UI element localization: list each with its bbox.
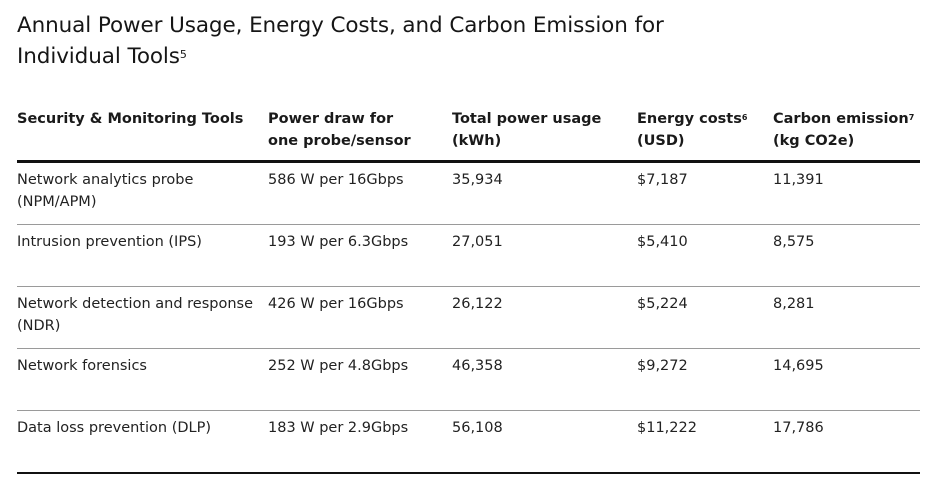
cell-tool: Network forensics	[17, 358, 147, 374]
title-footnote: 5	[179, 48, 187, 61]
page-title: Annual Power Usage, Energy Costs, and Ca…	[17, 10, 717, 72]
cell-tool: Intrusion prevention (IPS)	[17, 234, 202, 250]
cell-power-draw: 193 W per 6.3Gbps	[268, 234, 409, 250]
header-carbon-emission-unit: (kg CO2e)	[773, 133, 855, 149]
header-energy-costs-unit: (USD)	[637, 133, 685, 149]
cell-carbon-emission: 11,391	[773, 172, 824, 188]
header-energy-costs-footnote: 6	[741, 113, 748, 122]
header-energy-costs: Energy costs6 (USD)	[637, 108, 767, 152]
cell-energy-costs: $5,410	[637, 234, 688, 250]
cell-total-power: 46,358	[452, 358, 503, 374]
table-header: Security & Monitoring Tools Power draw f…	[17, 108, 920, 163]
header-total-power: Total power usage (kWh)	[452, 111, 602, 149]
header-carbon-emission-label: Carbon emission	[773, 111, 909, 127]
cell-total-power: 26,122	[452, 296, 503, 312]
title-text: Annual Power Usage, Energy Costs, and Ca…	[17, 13, 664, 69]
cell-tool: Network analytics probe (NPM/APM)	[17, 172, 194, 210]
table-row: Network detection and response (NDR) 426…	[17, 287, 920, 349]
table-row: Data loss prevention (DLP) 183 W per 2.9…	[17, 411, 920, 474]
header-carbon-emission-footnote: 7	[908, 113, 915, 122]
cell-total-power: 27,051	[452, 234, 503, 250]
header-power-draw: Power draw for one probe/sensor	[268, 111, 411, 149]
cell-power-draw: 426 W per 16Gbps	[268, 296, 404, 312]
cell-power-draw: 183 W per 2.9Gbps	[268, 420, 409, 436]
cell-total-power: 56,108	[452, 420, 503, 436]
cell-tool: Data loss prevention (DLP)	[17, 420, 211, 436]
header-carbon-emission: Carbon emission7 (kg CO2e)	[773, 108, 923, 152]
cell-energy-costs: $7,187	[637, 172, 688, 188]
cell-carbon-emission: 8,575	[773, 234, 815, 250]
cell-energy-costs: $9,272	[637, 358, 688, 374]
table-row: Network forensics 252 W per 4.8Gbps 46,3…	[17, 349, 920, 411]
cell-carbon-emission: 14,695	[773, 358, 824, 374]
cell-energy-costs: $5,224	[637, 296, 688, 312]
cell-carbon-emission: 17,786	[773, 420, 824, 436]
table-row: Network analytics probe (NPM/APM) 586 W …	[17, 163, 920, 225]
cell-carbon-emission: 8,281	[773, 296, 815, 312]
data-table: Security & Monitoring Tools Power draw f…	[17, 108, 920, 474]
header-energy-costs-label: Energy costs	[637, 111, 742, 127]
cell-power-draw: 586 W per 16Gbps	[268, 172, 404, 188]
cell-energy-costs: $11,222	[637, 420, 697, 436]
header-tools: Security & Monitoring Tools	[17, 111, 244, 127]
cell-tool: Network detection and response (NDR)	[17, 296, 253, 334]
cell-total-power: 35,934	[452, 172, 503, 188]
cell-power-draw: 252 W per 4.8Gbps	[268, 358, 409, 374]
table-row: Intrusion prevention (IPS) 193 W per 6.3…	[17, 225, 920, 287]
